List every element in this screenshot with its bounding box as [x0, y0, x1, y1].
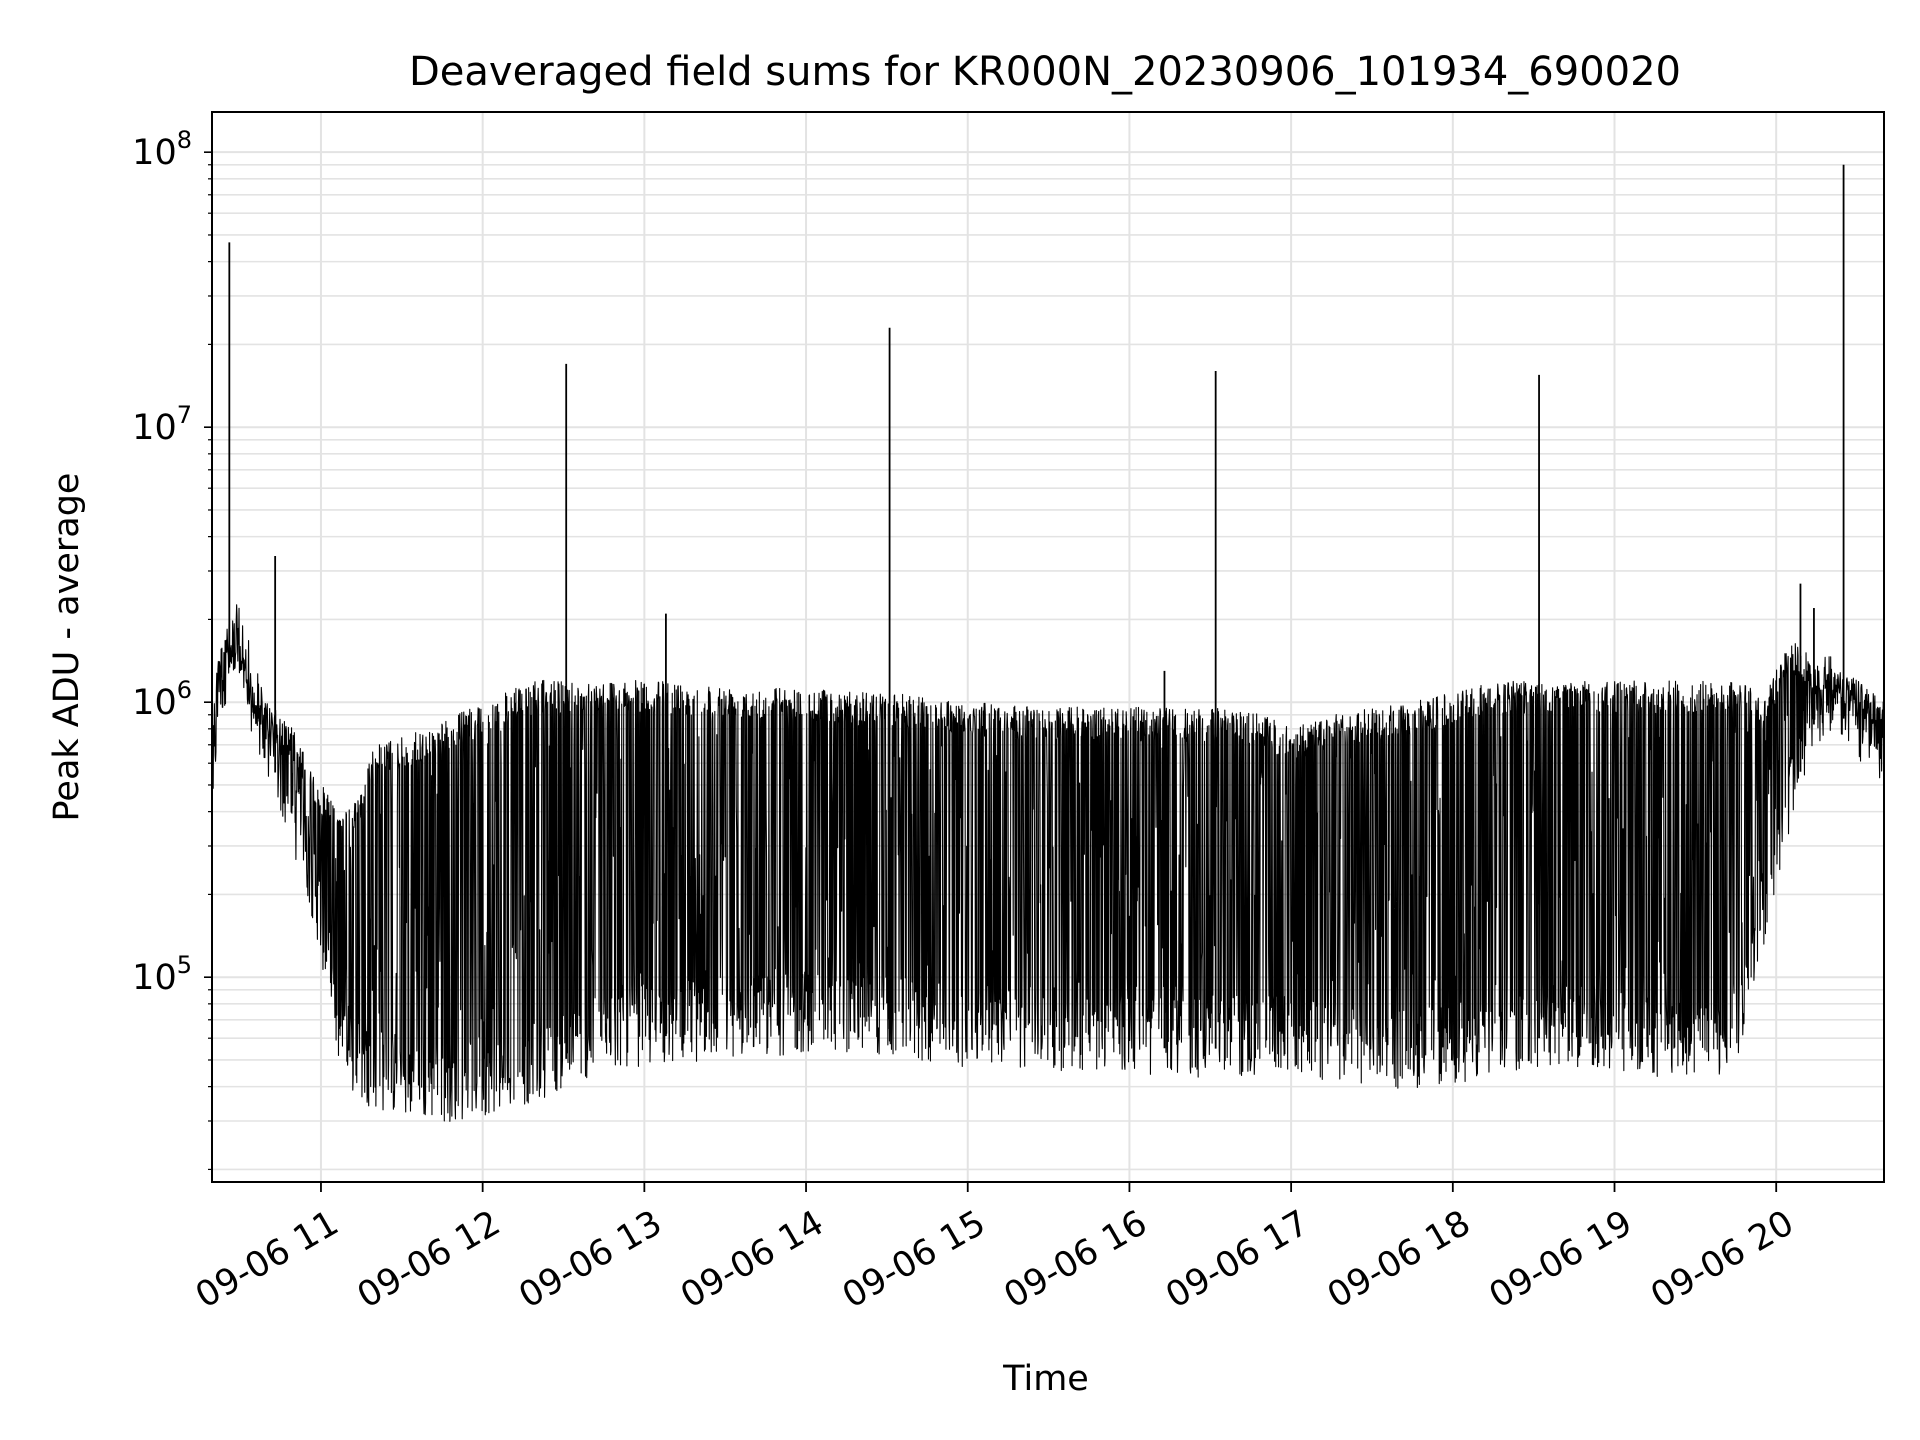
y-tick-exponent: 5 — [177, 951, 192, 979]
x-axis-label: Time — [1002, 1359, 1089, 1399]
y-tick-base: 10 — [132, 683, 177, 723]
y-tick-base: 10 — [132, 408, 177, 448]
y-tick-label: 106 — [132, 676, 192, 723]
y-tick-exponent: 6 — [177, 676, 192, 704]
series-line — [212, 604, 1884, 1122]
plot-frame — [211, 111, 1885, 1183]
data-layer — [212, 164, 1884, 1122]
y-tick-label: 108 — [132, 126, 192, 173]
y-tick-label: 107 — [132, 401, 192, 448]
y-tick-label: 105 — [132, 951, 192, 998]
chart-title: Deaveraged field sums for KR000N_2023090… — [409, 49, 1681, 95]
y-tick-exponent: 7 — [177, 401, 192, 429]
y-tick-base: 10 — [132, 133, 177, 173]
y-axis-label: Peak ADU - average — [47, 473, 87, 822]
y-tick-base: 10 — [132, 958, 177, 998]
y-tick-exponent: 8 — [177, 126, 192, 154]
